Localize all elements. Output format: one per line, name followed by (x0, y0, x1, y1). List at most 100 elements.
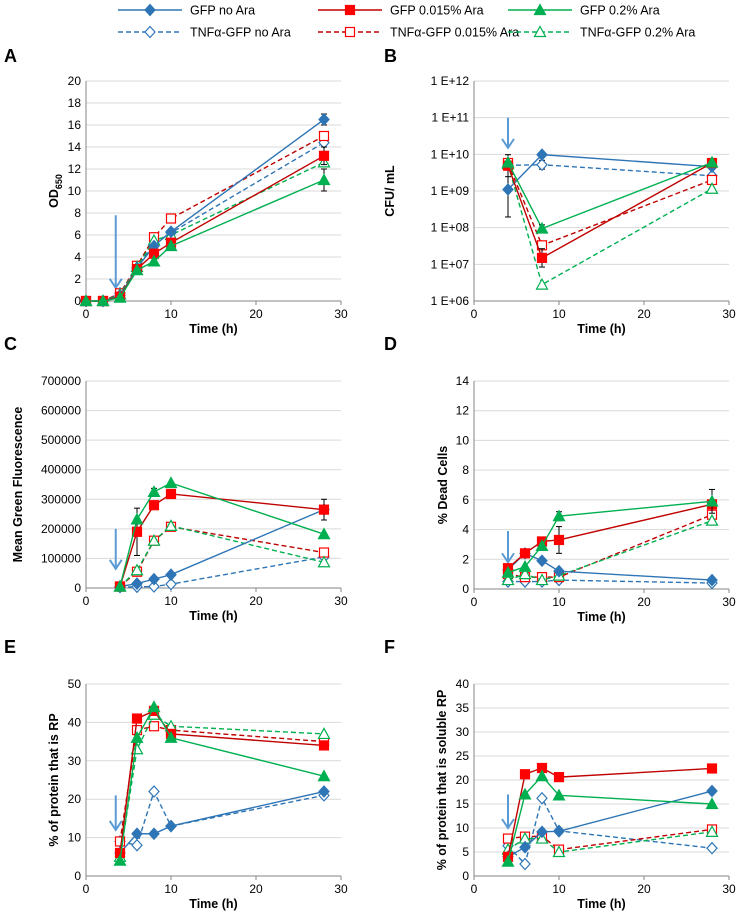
data-point (553, 824, 565, 838)
y-axis-label-main: OD (47, 189, 61, 208)
data-point (705, 797, 719, 810)
y-tick-label: 200000 (41, 522, 81, 536)
data-point (519, 548, 531, 559)
y-axis-label: Mean Green Fluorescence (11, 407, 25, 563)
series-line (119, 556, 325, 588)
y-tick-label: 4 (462, 523, 469, 537)
y-axis-label: % Dead Cells (436, 446, 450, 525)
y-tick-label: 700000 (41, 374, 81, 388)
data-series (113, 476, 331, 592)
data-point (147, 533, 161, 546)
data-point (552, 845, 566, 858)
y-tick-label: 40 (68, 715, 82, 729)
y-tick-label: 1 E+08 (431, 221, 470, 235)
data-point (501, 155, 515, 168)
data-point (317, 555, 331, 568)
y-tick-label: 1 E+11 (432, 111, 470, 125)
y-tick-label: 50 (68, 677, 82, 691)
legend-item: TNFα-GFP no Ara (118, 26, 291, 40)
data-point (552, 509, 566, 522)
data-point (535, 539, 549, 552)
data-point (706, 784, 718, 798)
x-tick-label: 0 (83, 882, 90, 896)
data-series (114, 721, 330, 847)
data-point (148, 721, 160, 732)
data-point (502, 183, 514, 196)
data-point (131, 838, 143, 852)
data-point (536, 791, 548, 805)
data-point (706, 763, 718, 774)
data-point (113, 853, 127, 866)
x-tick-label: 30 (334, 882, 348, 896)
data-point (705, 155, 719, 168)
x-axis-label: Time (h) (189, 609, 237, 623)
data-point (130, 563, 144, 576)
panel-f: F 0 5 10 15 20 25 30 35 40 0 10 20 30 Time (h) % of pro… (384, 637, 736, 911)
legend-label: TNFα-GFP 0.015% Ara (390, 26, 519, 40)
series-line (507, 153, 713, 190)
data-point (553, 772, 565, 783)
x-tick-label: 10 (552, 307, 566, 321)
data-point (130, 742, 144, 755)
induction-arrow (501, 531, 515, 565)
arrow-head (501, 552, 515, 565)
legend-label: GFP no Ara (190, 4, 255, 18)
y-tick-label: 10 (456, 821, 470, 835)
data-point (148, 500, 160, 511)
data-series (113, 700, 331, 866)
panel-label: F (384, 637, 395, 657)
induction-arrow (501, 794, 515, 830)
data-point (536, 554, 548, 568)
legend-label: TNFα-GFP 0.2% Ara (580, 26, 695, 40)
y-tick-label: 30 (456, 725, 470, 739)
y-tick-label: 40 (456, 677, 470, 691)
data-point (535, 277, 549, 290)
data-point (164, 239, 178, 252)
data-point (706, 573, 718, 587)
data-point (130, 512, 144, 525)
arrow-head (108, 278, 123, 290)
y-tick-label: 0 (462, 869, 469, 883)
data-point (96, 294, 110, 307)
x-axis-label: Time (h) (577, 610, 625, 624)
y-tick-label: 14 (68, 140, 82, 154)
data-point (148, 572, 160, 586)
x-axis-label: Time (h) (189, 322, 237, 336)
data-point (318, 130, 330, 142)
x-tick-label: 20 (249, 307, 263, 321)
data-series (501, 769, 719, 867)
data-point (705, 513, 719, 526)
data-point (131, 526, 143, 537)
data-point (131, 713, 143, 724)
y-tick-label: 30 (68, 754, 82, 768)
x-tick-label: 0 (471, 307, 478, 321)
x-tick-label: 30 (722, 307, 736, 321)
data-point (519, 840, 531, 854)
data-point (518, 559, 532, 572)
legend-marker (144, 3, 156, 17)
arrow-head (108, 559, 123, 571)
data-series (114, 785, 330, 860)
legend-marker (533, 25, 547, 38)
data-point (535, 221, 549, 234)
y-axis-label: CFU/ mL (383, 165, 397, 217)
data-point (318, 740, 330, 751)
data-series (114, 488, 330, 592)
y-tick-label: 0 (74, 869, 81, 883)
y-tick-label: 15 (456, 797, 470, 811)
data-point (535, 573, 549, 586)
y-axis-label-main: % of protein that is soluble RP (435, 690, 449, 871)
data-point (317, 173, 331, 186)
y-tick-label: 300000 (41, 492, 81, 506)
legend-label: TNFα-GFP no Ara (190, 26, 291, 40)
y-tick-label: 0 (74, 581, 81, 595)
series-line (86, 141, 325, 302)
data-point (317, 769, 331, 782)
y-tick-label: 16 (68, 118, 82, 132)
x-tick-label: 10 (552, 595, 566, 609)
x-axis-label: Time (h) (189, 897, 237, 911)
data-point (535, 769, 549, 782)
x-tick-label: 20 (637, 882, 651, 896)
y-tick-label: 35 (456, 701, 470, 715)
